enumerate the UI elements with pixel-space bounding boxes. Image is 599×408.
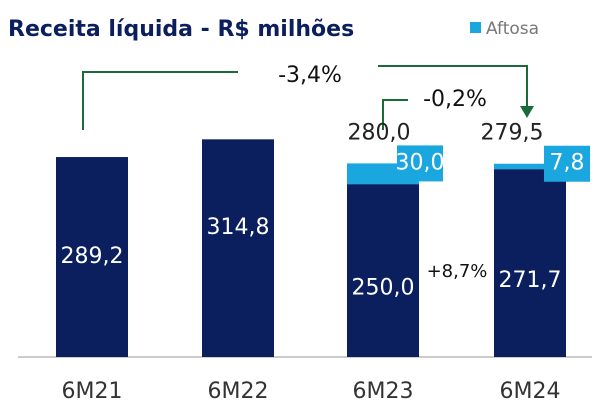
annotation: -0,2%: [423, 87, 487, 112]
bracket: [82, 65, 528, 130]
annotation: -3,4%: [278, 63, 342, 88]
total-label: 279,5: [481, 121, 544, 146]
bar-segment: [347, 184, 419, 357]
bar-segment: [202, 139, 274, 357]
data-label: 314,8: [207, 215, 270, 240]
chart-title: Receita líquida - R$ milhões: [8, 17, 354, 42]
x-tick-label: 6M23: [353, 379, 414, 404]
annotation: +8,7%: [427, 261, 488, 282]
legend-label: Aftosa: [486, 19, 539, 39]
data-label-box: [397, 145, 443, 182]
data-label-box: [544, 145, 590, 182]
arrow-head: [520, 106, 534, 118]
bar-segment: [494, 163, 566, 170]
legend-swatch: [470, 22, 481, 33]
data-label: 250,0: [352, 276, 415, 301]
bar-segment: [494, 169, 566, 357]
x-tick-label: 6M24: [500, 379, 561, 404]
bar-segment: [56, 157, 128, 357]
x-tick-label: 6M21: [62, 379, 123, 404]
data-label: 271,7: [499, 268, 562, 293]
x-tick-label: 6M22: [208, 379, 269, 404]
data-label: 30,0: [396, 150, 445, 175]
data-label: 7,8: [550, 151, 585, 176]
total-label: 280,0: [348, 120, 411, 145]
data-label: 289,2: [61, 244, 124, 269]
